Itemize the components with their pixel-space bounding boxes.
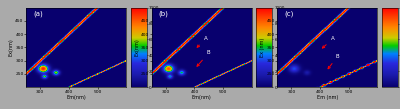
Text: (b): (b) xyxy=(158,11,168,17)
X-axis label: Em (nm): Em (nm) xyxy=(316,95,338,100)
Y-axis label: Ex (nm): Ex (nm) xyxy=(260,38,265,57)
Text: A: A xyxy=(197,36,208,47)
Text: B: B xyxy=(197,50,210,66)
Y-axis label: Ex(nm): Ex(nm) xyxy=(134,39,140,56)
Y-axis label: Ex(nm): Ex(nm) xyxy=(9,39,14,56)
Text: A: A xyxy=(322,36,335,48)
Text: B: B xyxy=(328,54,340,69)
X-axis label: Em(nm): Em(nm) xyxy=(192,95,212,100)
X-axis label: Em(nm): Em(nm) xyxy=(66,95,86,100)
Text: (a): (a) xyxy=(33,11,43,17)
Text: (c): (c) xyxy=(284,11,294,17)
